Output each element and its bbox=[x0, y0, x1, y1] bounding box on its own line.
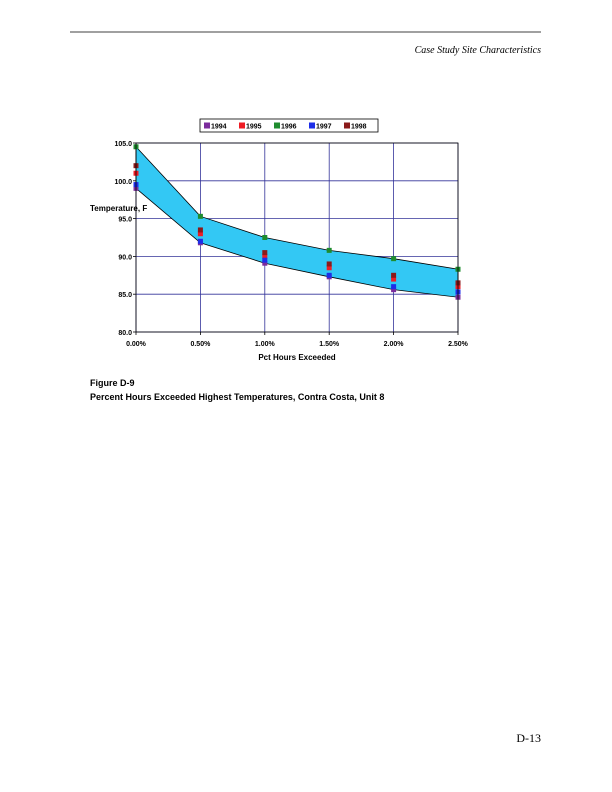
data-point bbox=[197, 231, 203, 237]
data-point bbox=[391, 276, 397, 282]
x-tick-label: 2.50% bbox=[448, 341, 469, 348]
legend-swatch bbox=[274, 122, 280, 129]
legend-label: 1996 bbox=[281, 124, 297, 131]
figure-number: Figure D-9 bbox=[90, 378, 135, 388]
data-point bbox=[262, 257, 268, 263]
data-point bbox=[262, 253, 268, 259]
data-point bbox=[197, 227, 203, 233]
legend-swatch bbox=[309, 122, 315, 129]
chart: 80.0 85.0 90.0 95.0 100.0 105.0 0.00% 0.50% 1.00… bbox=[90, 118, 469, 362]
y-tick-label: 85.0 bbox=[118, 292, 132, 299]
x-tick-label: 0.00% bbox=[126, 341, 147, 348]
data-point bbox=[326, 247, 332, 253]
legend-label: 1998 bbox=[351, 124, 367, 131]
legend-swatch bbox=[344, 122, 350, 129]
legend-label: 1994 bbox=[211, 124, 227, 131]
data-point bbox=[262, 250, 268, 256]
data-point bbox=[326, 272, 332, 278]
y-axis-label: Temperature, F bbox=[90, 204, 147, 213]
x-tick-label: 1.50% bbox=[319, 341, 340, 348]
legend-swatch bbox=[204, 122, 210, 129]
y-tick-label: 100.0 bbox=[114, 179, 132, 186]
data-point bbox=[391, 287, 397, 293]
data-point bbox=[391, 284, 397, 290]
data-point bbox=[197, 238, 203, 244]
x-axis-label: Pct Hours Exceeded bbox=[258, 353, 335, 362]
y-tick-label: 80.0 bbox=[118, 330, 132, 337]
page-number: D-13 bbox=[516, 731, 541, 745]
legend-box bbox=[199, 118, 379, 133]
data-point bbox=[326, 261, 332, 267]
legend-label: 1995 bbox=[246, 124, 262, 131]
x-tick-label: 0.50% bbox=[190, 341, 211, 348]
data-point bbox=[326, 265, 332, 271]
y-tick-label: 95.0 bbox=[118, 217, 132, 224]
data-point bbox=[391, 256, 397, 262]
y-tick-label: 105.0 bbox=[114, 141, 132, 148]
x-tick-label: 1.00% bbox=[255, 341, 276, 348]
data-point bbox=[197, 213, 203, 219]
plot-border bbox=[135, 142, 459, 333]
x-tick-label: 2.00% bbox=[384, 341, 405, 348]
data-point bbox=[262, 260, 268, 266]
legend: 1994 1995 1996 1997 1998 bbox=[199, 118, 379, 133]
data-point bbox=[391, 272, 397, 278]
figure-title: Percent Hours Exceeded Highest Temperatu… bbox=[90, 392, 384, 402]
header-title: Case Study Site Characteristics bbox=[415, 45, 541, 56]
data-point bbox=[262, 235, 268, 240]
legend-swatch bbox=[239, 122, 245, 129]
legend-label: 1997 bbox=[316, 124, 332, 131]
y-tick-label: 90.0 bbox=[118, 254, 132, 261]
